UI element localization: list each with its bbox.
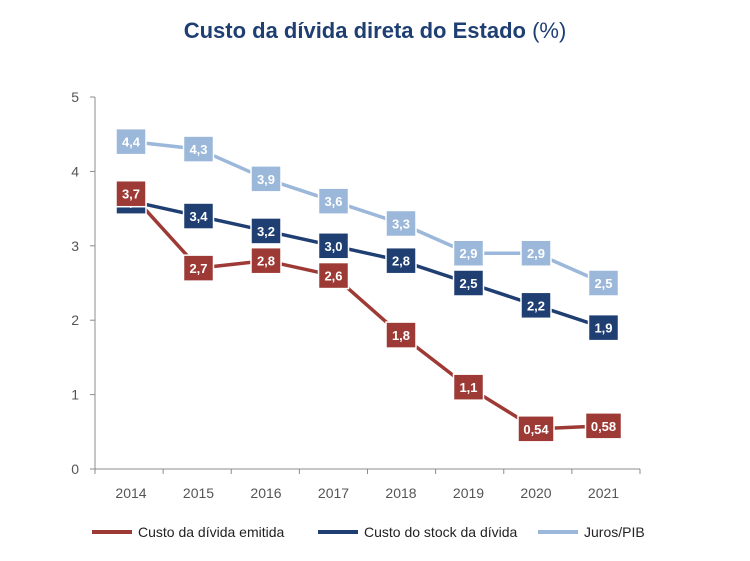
data-point-marker — [385, 321, 417, 349]
data-point-marker — [520, 291, 552, 320]
data-point-marker — [584, 412, 623, 440]
y-tick-label: 2 — [71, 312, 79, 328]
data-labels: 4,44,33,93,63,32,92,92,53,63,43,23,02,82… — [115, 127, 623, 443]
data-point-marker — [317, 232, 350, 260]
x-tick-label: 2021 — [588, 485, 619, 501]
y-tick-label: 1 — [71, 387, 79, 403]
legend-swatch — [538, 530, 578, 534]
x-tick-label: 2018 — [385, 485, 416, 501]
data-point-marker — [182, 254, 215, 282]
chart-title-unit: (%) — [532, 18, 567, 43]
data-label: 0,54 — [523, 422, 549, 437]
data-label: 0,58 — [591, 419, 616, 434]
legend-label: Custo da dívida emitida — [138, 524, 285, 540]
series-lines — [129, 139, 605, 431]
legend-swatch — [92, 530, 132, 534]
data-point-marker — [452, 239, 485, 267]
y-tick-label: 3 — [71, 238, 79, 254]
y-tick-label: 4 — [71, 163, 79, 179]
data-point-marker — [182, 135, 215, 163]
y-tick-label: 5 — [71, 89, 79, 105]
data-label: 3,0 — [324, 239, 342, 254]
data-label: 4,4 — [122, 135, 141, 150]
chart-legend: Custo da dívida emitida Custo do stock da… — [0, 524, 750, 548]
line-chart: 0 1 2 3 4 5 2014 2015 2016 2017 2018 2019 2020 2021 4… — [71, 89, 641, 501]
data-label: 3,2 — [257, 224, 275, 239]
data-point-marker — [452, 373, 485, 401]
data-label: 3,7 — [122, 187, 140, 202]
legend-swatch — [318, 530, 358, 534]
data-point-marker — [520, 239, 552, 267]
data-point-marker — [385, 209, 417, 238]
data-label: 2,8 — [257, 254, 275, 269]
data-label: 2,8 — [392, 254, 410, 269]
data-point-marker — [182, 202, 215, 230]
x-tick-label: 2016 — [250, 485, 281, 501]
data-label: 2,7 — [189, 261, 207, 276]
data-label: 3,9 — [257, 172, 275, 187]
data-point-marker — [587, 313, 620, 342]
data-point-marker — [115, 127, 147, 156]
x-tick-label: 2014 — [115, 485, 146, 501]
data-label: 2,5 — [459, 276, 477, 291]
data-point-marker — [587, 269, 620, 297]
x-tick-label: 2017 — [318, 485, 349, 501]
chart-axes: 0 1 2 3 4 5 2014 2015 2016 2017 2018 2019 2020 2021 — [71, 89, 641, 501]
data-label: 3,4 — [189, 209, 208, 224]
x-tick-label: 2019 — [453, 485, 484, 501]
x-tick-label: 2020 — [520, 485, 551, 501]
y-tick-label: 0 — [71, 461, 79, 477]
legend-item: Custo do stock da dívida — [318, 524, 517, 540]
data-point-marker — [385, 246, 417, 275]
data-point-marker — [452, 269, 485, 297]
legend-item: Custo da dívida emitida — [92, 524, 284, 540]
data-label: 1,9 — [594, 321, 612, 336]
data-point-marker — [317, 261, 350, 290]
legend-label: Custo do stock da dívida — [364, 524, 518, 540]
data-label: 1,8 — [392, 328, 410, 343]
data-label: 1,1 — [459, 380, 477, 395]
data-label: 4,3 — [189, 142, 207, 157]
data-point-marker — [250, 246, 282, 275]
data-point-marker — [250, 217, 282, 245]
data-point-marker — [115, 179, 147, 208]
data-point-marker — [250, 165, 282, 193]
data-label: 2,6 — [324, 269, 342, 284]
data-label: 2,5 — [594, 276, 612, 291]
data-point-marker — [517, 415, 555, 443]
legend-label: Juros/PIB — [584, 524, 645, 540]
chart-title: Custo da dívida direta do Estado (%) — [0, 18, 750, 44]
legend-item: Juros/PIB — [538, 524, 645, 540]
x-tick-label: 2015 — [183, 485, 214, 501]
data-label: 2,9 — [527, 246, 545, 261]
data-label: 2,9 — [459, 246, 477, 261]
data-label: 2,2 — [527, 298, 545, 313]
data-point-marker — [317, 187, 350, 215]
data-label: 3,6 — [324, 194, 342, 209]
chart-title-text: Custo da dívida direta do Estado — [183, 18, 526, 43]
data-label: 3,3 — [392, 216, 410, 231]
